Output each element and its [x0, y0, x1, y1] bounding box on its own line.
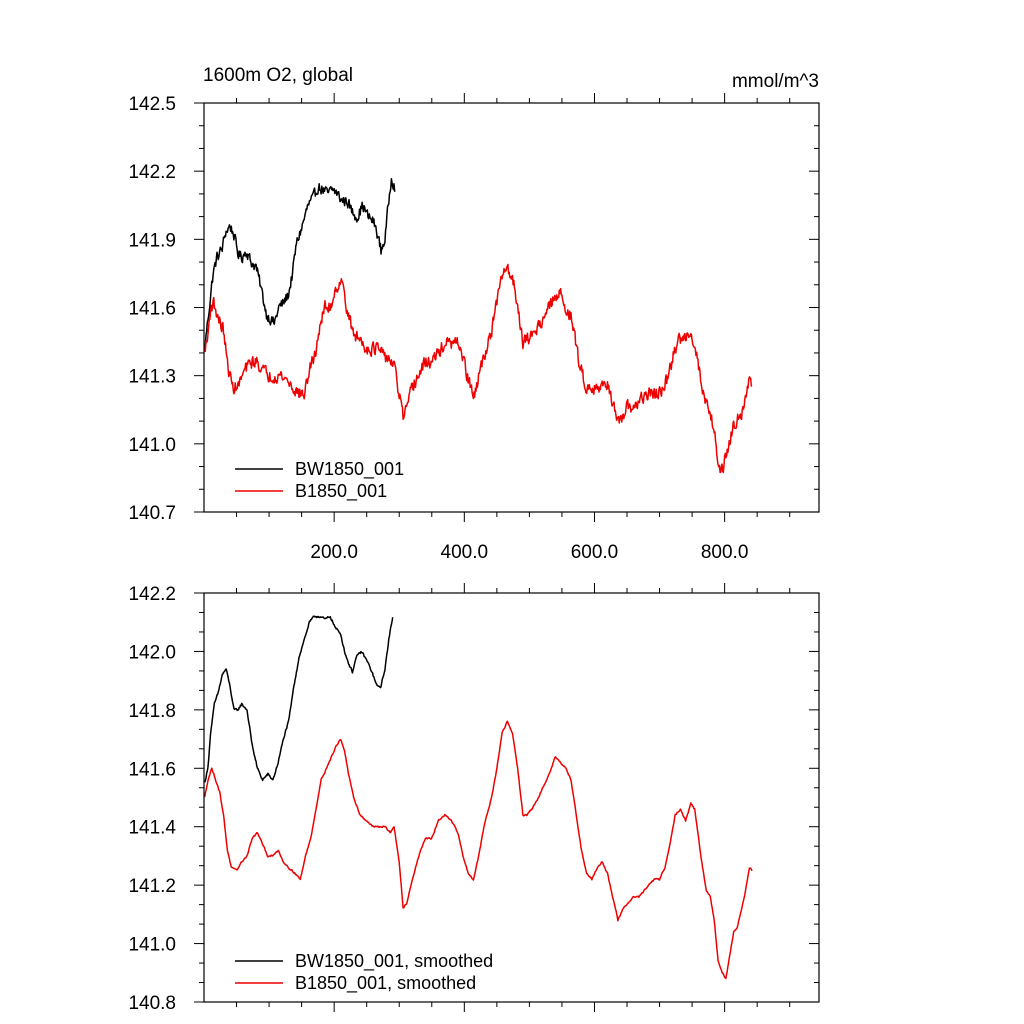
y-tick-label: 141.3	[128, 367, 176, 388]
y-tick-label: 142.2	[128, 162, 176, 183]
y-tick-label: 140.8	[128, 993, 176, 1014]
x-tick-label: 800.0	[701, 542, 749, 563]
top-plot-frame	[203, 102, 820, 513]
bottom-plot-frame	[203, 592, 820, 1003]
units-label: mmol/m^3	[732, 71, 819, 92]
y-tick-label: 142.0	[128, 642, 176, 663]
y-tick-label: 142.5	[128, 94, 176, 115]
top-panel: 1600m O2, global mmol/m^3 140.7 141.0 141.…	[128, 65, 820, 563]
legend-label-bw1850-smoothed: BW1850_001, smoothed	[295, 951, 493, 972]
x-tick-label: 400.0	[441, 542, 489, 563]
y-tick-label: 141.6	[128, 759, 176, 780]
y-tick-label: 140.7	[128, 503, 176, 524]
legend-label-bw1850: BW1850_001	[295, 459, 404, 480]
y-tick-label: 141.4	[128, 818, 176, 839]
legend-label-b1850: B1850_001	[295, 481, 387, 502]
bottom-series-group	[203, 615, 753, 980]
y-tick-label: 141.2	[128, 876, 176, 897]
series-line-bw1850-001	[204, 178, 396, 347]
chart-title: 1600m O2, global	[203, 65, 353, 86]
series-line-bw1850-001-smoothed	[204, 615, 394, 783]
y-tick-label: 141.6	[128, 299, 176, 320]
bottom-panel: 140.8 141.0 141.2 141.4 141.6 141.8 142.0 142.2…	[128, 583, 820, 1014]
y-tick-label: 141.9	[128, 230, 176, 251]
legend-label-b1850-smoothed: B1850_001, smoothed	[295, 973, 476, 994]
x-tick-label: 600.0	[571, 542, 619, 563]
x-tick-label: 200.0	[310, 542, 358, 563]
y-tick-label: 141.8	[128, 701, 176, 722]
y-tick-label: 141.0	[128, 435, 176, 456]
y-tick-label: 141.0	[128, 935, 176, 956]
bottom-legend: BW1850_001, smoothed B1850_001, smoothed	[235, 951, 493, 994]
bottom-axis-ticks: 140.8 141.0 141.2 141.4 141.6 141.8 142.0 142.2	[128, 583, 819, 1014]
top-legend: BW1850_001 B1850_001	[235, 459, 404, 502]
series-line-b1850-001-smoothed	[203, 720, 753, 980]
y-tick-label: 142.2	[128, 584, 176, 605]
top-series-group	[203, 178, 753, 474]
series-line-b1850-001	[203, 263, 753, 474]
top-axis-ticks: 140.7 141.0 141.3 141.6 141.9 142.2 142.5 200.0…	[128, 93, 819, 563]
